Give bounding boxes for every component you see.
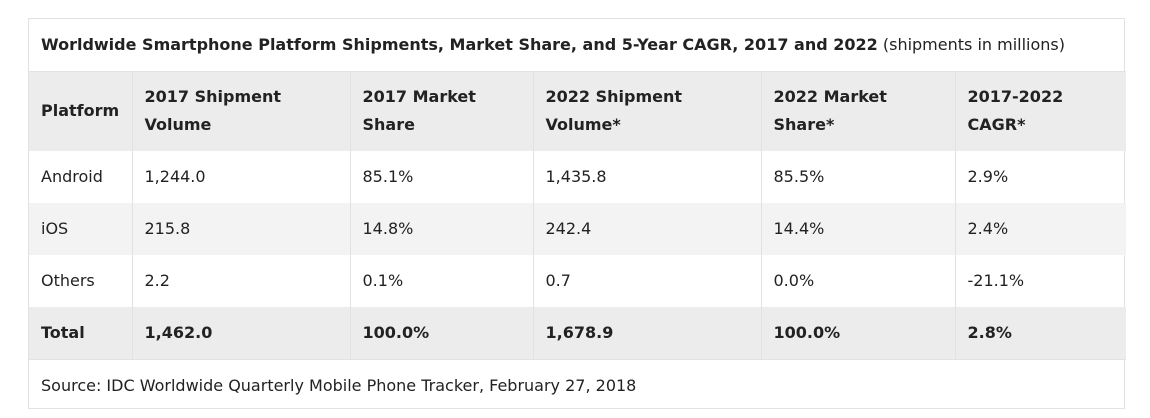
column-header: 2022 Shipment Volume* xyxy=(533,71,762,151)
total-cell: 1,678.9 xyxy=(533,307,762,359)
table-caption-row: Worldwide Smartphone Platform Shipments,… xyxy=(29,19,1127,72)
table-row: Others 2.2 0.1% 0.7 0.0% -21.1% xyxy=(29,255,1126,307)
table-cell: 0.7 xyxy=(533,255,762,307)
table-cell: 0.1% xyxy=(350,255,534,307)
shipments-table: Worldwide Smartphone Platform Shipments,… xyxy=(29,19,1127,412)
table-cell: 2.9% xyxy=(967,167,1009,186)
table-cell: 85.1% xyxy=(350,151,534,203)
table-cell: Android xyxy=(29,151,133,203)
table-cell: 215.8 xyxy=(132,203,351,255)
table-cell: 1,244.0 xyxy=(132,151,351,203)
column-header: Platform xyxy=(29,71,133,151)
table-cell: 2.2 xyxy=(132,255,351,307)
total-cell: 100.0% xyxy=(350,307,534,359)
table-cell: 0.0% xyxy=(761,255,956,307)
table-cell: 1,435.8 xyxy=(533,151,762,203)
column-header: 2017-2022 CAGR* xyxy=(955,71,1127,151)
table-source-row: Source: IDC Worldwide Quarterly Mobile P… xyxy=(29,358,1127,412)
shipments-table-container: Worldwide Smartphone Platform Shipments,… xyxy=(28,18,1127,412)
table-cell: Others xyxy=(29,255,133,307)
table-cell: 85.5% xyxy=(761,151,956,203)
total-cell: Total xyxy=(29,307,133,359)
table-caption: Worldwide Smartphone Platform Shipments,… xyxy=(29,19,1127,72)
table-subtitle: (shipments in millions) xyxy=(882,34,1065,54)
table-row: iOS 215.8 14.8% 242.4 14.4% 2.4% xyxy=(29,203,1127,255)
source-note: Source: IDC Worldwide Quarterly Mobile P… xyxy=(29,358,1127,412)
table-cell: -21.1% xyxy=(967,271,1025,290)
table-cell: 242.4 xyxy=(533,203,762,255)
total-cell: 1,462.0 xyxy=(132,307,351,359)
table-cell: 14.4% xyxy=(761,203,956,255)
total-cell: 2.8% xyxy=(955,307,1127,359)
table-cell: 14.8% xyxy=(350,203,534,255)
table-row: Android 1,244.0 85.1% 1,435.8 85.5% 2.9% xyxy=(29,151,1126,203)
table-cell: iOS xyxy=(29,203,133,255)
table-total-row: Total 1,462.0 100.0% 1,678.9 100.0% 2.8% xyxy=(29,307,1127,359)
table-title: Worldwide Smartphone Platform Shipments,… xyxy=(41,34,878,54)
column-header: 2017 Shipment Volume xyxy=(132,71,351,151)
total-cell: 100.0% xyxy=(761,307,956,359)
table-header-row: Platform 2017 Shipment Volume 2017 Marke… xyxy=(29,71,1127,151)
column-header: 2022 Market Share* xyxy=(761,71,956,151)
table-cell: 2.4% xyxy=(955,203,1127,255)
column-header: 2017 Market Share xyxy=(350,71,534,151)
